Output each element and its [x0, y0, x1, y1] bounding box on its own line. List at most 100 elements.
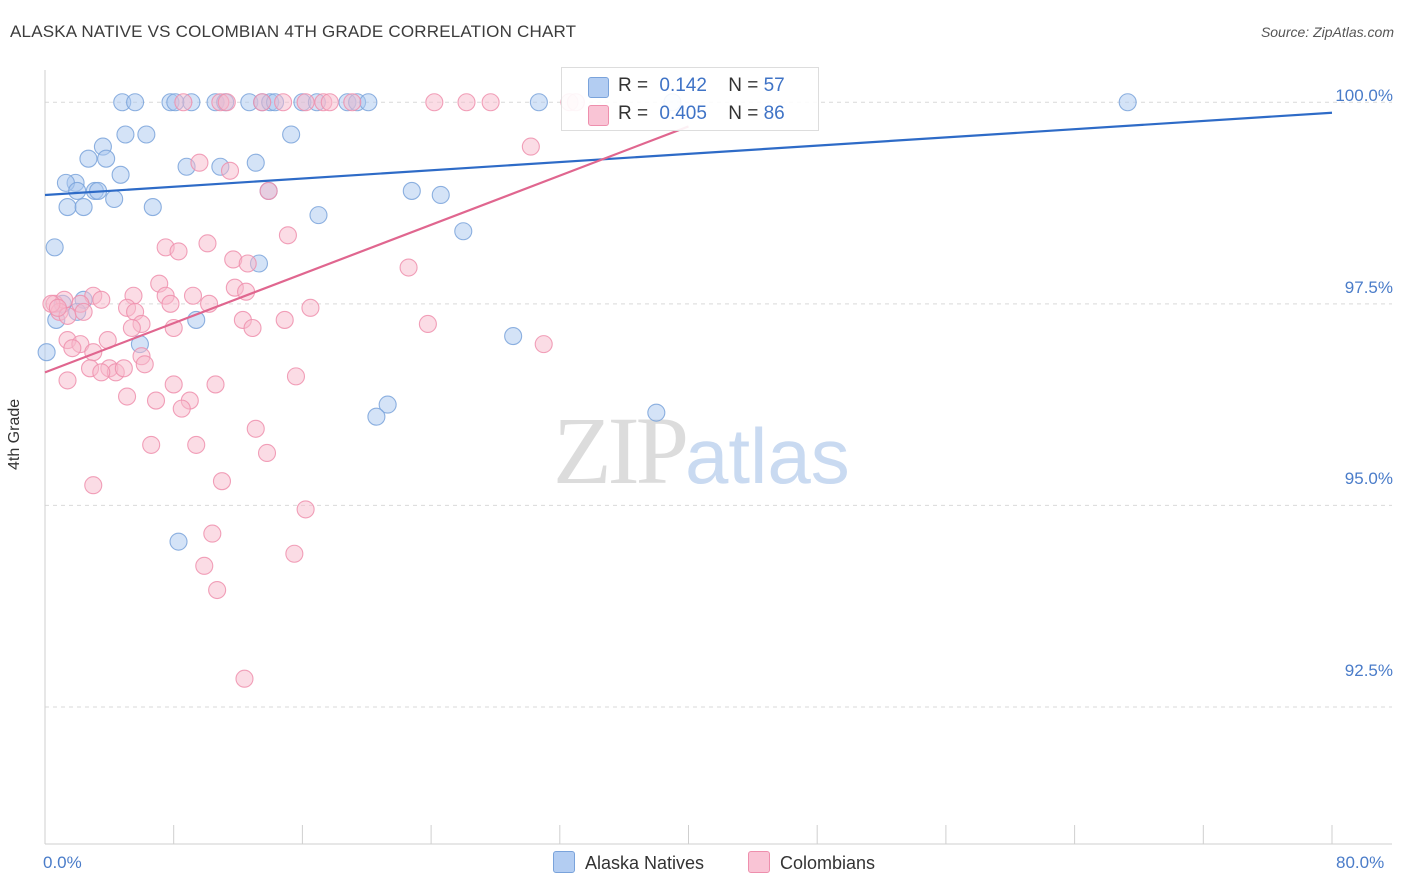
legend-swatch-pink — [588, 105, 609, 126]
n-label: N = — [728, 75, 764, 96]
colombian-point — [253, 93, 272, 112]
legend-label: Alaska Natives — [585, 853, 705, 873]
colombian-point — [246, 419, 265, 438]
colombian-point — [92, 290, 111, 309]
alaska-point — [402, 181, 421, 200]
legend-row-alaska: R = 0.142 N = 57 — [618, 75, 785, 97]
alaska-point — [431, 185, 450, 205]
r-label: R = — [618, 75, 654, 96]
alaska-point — [282, 125, 301, 144]
colombian-point — [198, 234, 217, 253]
alaska-point — [116, 125, 135, 144]
alaska-point — [58, 198, 77, 217]
colombian-point — [161, 294, 180, 313]
n-value: 86 — [763, 103, 785, 124]
colombian-point — [84, 476, 103, 495]
alaska-trend-line — [44, 111, 1333, 197]
legend-label: Colombians — [780, 853, 876, 873]
y-tick-label: 100.0% — [1335, 86, 1393, 105]
colombian-point — [259, 181, 278, 200]
watermark-zip: ZIP — [553, 397, 689, 504]
colombian-point — [275, 310, 294, 329]
x-tick-label: 0.0% — [43, 853, 82, 872]
alaska-point — [169, 532, 188, 551]
alaska-point — [1118, 93, 1137, 112]
colombian-point — [296, 500, 315, 519]
colombian-point — [195, 556, 214, 575]
colombian-point — [521, 137, 540, 156]
r-label: R = — [618, 103, 654, 124]
watermark-atlas: atlas — [685, 412, 850, 500]
legend-item-alaska-natives[interactable]: Alaska Natives — [553, 851, 704, 874]
colombian-point — [274, 93, 293, 112]
colombian-point — [172, 399, 191, 418]
colombian-point — [114, 359, 133, 378]
colombian-point — [117, 387, 137, 406]
alaska-point — [647, 403, 666, 422]
colombian-point — [92, 363, 111, 382]
series-legend: Alaska Natives Colombians — [0, 851, 1406, 877]
colombian-point — [220, 161, 240, 180]
colombian-point — [203, 524, 222, 543]
colombian-point — [235, 669, 254, 688]
n-label: N = — [728, 103, 764, 124]
alaska-point — [378, 395, 397, 414]
colombian-point — [481, 93, 500, 112]
colombian-point — [217, 93, 236, 112]
colombian-point — [183, 286, 203, 305]
colombian-trend-line — [44, 125, 689, 374]
colombian-point — [238, 254, 257, 273]
watermark: ZIPatlas — [553, 395, 850, 506]
colombian-point — [425, 93, 444, 112]
alaska-point — [529, 93, 548, 112]
colombian-point — [399, 258, 418, 277]
x-tick-label: 80.0% — [1336, 853, 1385, 872]
colombian-point — [418, 314, 437, 334]
colombian-point — [257, 443, 277, 463]
legend-row-colombians: R = 0.405 N = 86 — [618, 103, 785, 125]
alaska-point — [68, 181, 87, 200]
colombian-point — [135, 355, 154, 374]
colombian-point — [243, 318, 262, 338]
colombian-point — [301, 298, 320, 317]
colombian-point — [190, 153, 209, 172]
alaska-point — [105, 189, 124, 209]
n-value: 57 — [763, 75, 785, 96]
legend-item-colombians[interactable]: Colombians — [748, 851, 875, 874]
alaska-point — [111, 165, 130, 184]
y-tick-label: 97.5% — [1344, 278, 1393, 297]
alaska-point — [454, 222, 473, 241]
alaska-point — [45, 238, 64, 257]
colombian-point — [58, 371, 77, 390]
colombian-point — [174, 93, 193, 112]
alaska-point — [126, 93, 145, 112]
alaska-point — [246, 153, 265, 172]
r-value: 0.142 — [659, 75, 707, 96]
colombian-point — [164, 375, 183, 394]
colombian-point — [278, 226, 297, 245]
colombian-point — [146, 391, 166, 410]
colombian-point — [296, 93, 315, 112]
colombian-point — [63, 339, 82, 358]
chart-source: Source: ZipAtlas.com — [1260, 24, 1394, 40]
alaska-point — [143, 198, 162, 217]
y-tick-label: 92.5% — [1344, 661, 1393, 680]
colombian-point — [212, 472, 232, 491]
colombian-point — [457, 93, 476, 112]
alaska-point — [504, 327, 523, 346]
alaska-point — [367, 407, 386, 426]
colombian-point — [48, 298, 67, 317]
legend-swatch-blue — [553, 851, 575, 873]
alaska-point — [309, 206, 328, 225]
colombian-point — [286, 367, 306, 386]
legend-swatch-pink — [748, 851, 770, 873]
colombian-point — [285, 544, 304, 563]
colombian-point — [142, 435, 161, 454]
colombian-point — [169, 242, 188, 261]
alaska-point — [359, 93, 378, 112]
correlation-legend: R = 0.142 N = 57 R = 0.405 N = 86 — [561, 67, 819, 131]
alaska-point — [137, 125, 156, 144]
legend-swatch-blue — [588, 77, 609, 98]
colombian-point — [187, 435, 206, 454]
